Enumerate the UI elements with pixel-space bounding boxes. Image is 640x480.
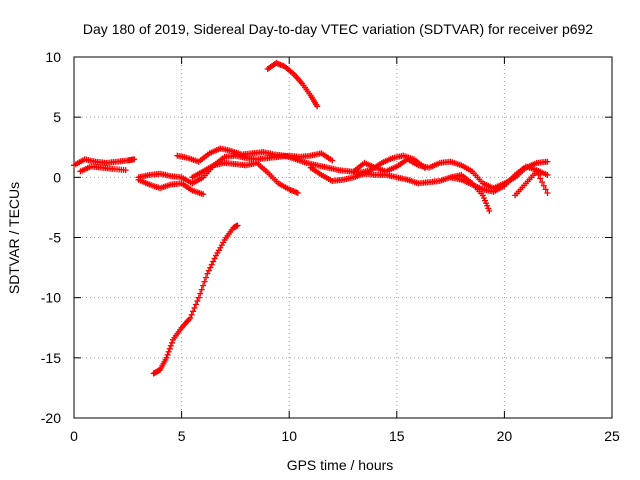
data-point [131,156,138,163]
data-point [544,189,551,196]
data-point [542,186,549,193]
tick-marks [73,56,613,419]
data-point [197,290,204,297]
data-point [314,103,321,110]
data-point [210,258,217,265]
y-tick-label: 10 [45,49,61,65]
data-point [204,270,211,277]
data-point [200,191,207,198]
series-arc-11 [447,163,551,195]
series-arc-7 [150,222,241,377]
data-point [198,286,205,293]
x-tick-label: 10 [281,428,297,444]
series-arc-2 [77,163,129,175]
chart-title: Day 180 of 2019, Sidereal Day-to-day VTE… [83,21,593,37]
series-arc-10 [350,156,551,192]
series-arc-9 [307,164,493,215]
data-points [71,60,551,377]
data-point [208,261,215,268]
data-point [211,255,218,262]
series-arc-12 [512,168,551,199]
data-point [167,342,174,349]
y-tick-label: -5 [49,230,62,246]
data-point [544,171,551,178]
y-tick-label: -15 [41,350,61,366]
data-point [168,339,175,346]
data-point [537,175,544,182]
x-tick-label: 5 [178,428,186,444]
data-point [192,301,199,308]
x-tick-label: 20 [497,428,513,444]
data-point [539,179,546,186]
data-point [200,282,207,289]
data-point [195,294,202,301]
data-point [166,345,173,352]
series-arc-5 [135,176,207,198]
data-point [202,274,209,281]
data-point [533,168,540,175]
data-point [191,304,198,311]
series-arc-8 [264,60,321,110]
data-point [187,315,194,322]
data-point [486,208,493,215]
y-tick-label: 0 [53,169,61,185]
data-point [190,308,197,315]
x-tick-label: 25 [604,428,620,444]
data-point [122,167,129,174]
data-point [540,182,547,189]
data-point [163,354,170,361]
data-point [165,348,172,355]
tick-labels: 0 5 10 15 20 25 -20 -15 -10 -5 0 5 10 [41,49,620,444]
data-point [201,278,208,285]
data-point [544,158,551,165]
data-point [194,298,201,305]
series-arc-1 [71,156,138,169]
series-arc-6 [189,159,301,196]
data-point [188,311,195,318]
y-tick-label: 5 [53,109,61,125]
data-point [207,264,214,271]
y-axis-label: SDTVAR / TECUs [6,182,22,294]
data-point [234,222,241,229]
x-tick-label: 0 [70,428,78,444]
x-axis-label: GPS time / hours [287,457,394,473]
data-point [294,189,301,196]
x-tick-label: 15 [389,428,405,444]
data-point [329,157,336,164]
data-point [535,171,542,178]
data-point [164,351,171,358]
data-point [205,267,212,274]
y-tick-label: -20 [41,410,61,426]
y-tick-label: -10 [41,290,61,306]
